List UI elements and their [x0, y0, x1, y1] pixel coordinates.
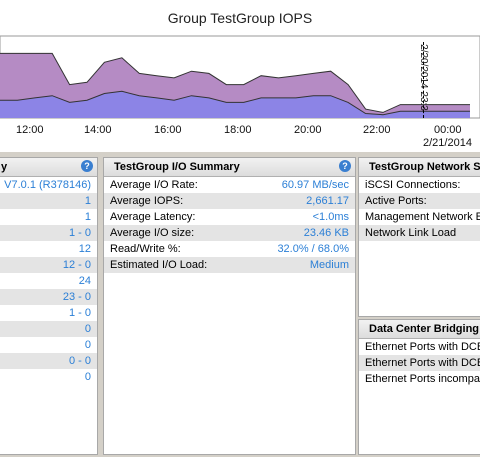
series-line-1 — [0, 90, 470, 116]
chart-plot — [0, 35, 480, 119]
table-row: Average Latency: <1.0ms — [110, 211, 349, 223]
network-summary-title: TestGroup Network Su — [369, 161, 480, 173]
list-item: 0 — [84, 371, 91, 383]
list-item: 12 - 0 — [0, 257, 97, 273]
list-item: 1 - 0 — [68, 307, 91, 319]
table-row: Estimated I/O Load: Medium — [104, 257, 355, 273]
time-marker: 2/20/2014 23:3 — [418, 42, 430, 118]
io-summary-panel: TestGroup I/O Summary ? Average I/O Rate… — [103, 157, 356, 455]
dcb-panel: Data Center Bridging ( Ethernet Ports wi… — [358, 319, 480, 455]
table-row: Average IOPS: 2,661.17 — [104, 193, 355, 209]
series-area-1 — [0, 91, 470, 118]
x-tick-label: 14:00 — [84, 124, 112, 136]
table-row: Ethernet Ports with DCB su — [365, 341, 480, 353]
group-info-panel: y ? V7.0.1 (R378146) 1 1 1 - 0 12 12 - 0… — [0, 157, 98, 455]
time-marker-label: 2/20/2014 23:3 — [417, 44, 429, 111]
table-row: Read/Write %: 32.0% / 68.0% — [110, 243, 349, 255]
table-row: iSCSI Connections: — [365, 179, 461, 191]
list-item: 1 — [0, 193, 97, 209]
x-tick-label: 12:00 — [16, 124, 44, 136]
x-tick-label: 18:00 — [224, 124, 252, 136]
x-tick-label: 16:00 — [154, 124, 182, 136]
network-summary-rows: iSCSI Connections: Active Ports: Managem… — [359, 177, 480, 241]
x-tick-label: 20:00 — [294, 124, 322, 136]
table-row: Ethernet Ports incompatibl — [365, 373, 480, 385]
help-icon[interactable]: ? — [81, 160, 93, 172]
list-item: 24 — [78, 275, 91, 287]
list-item: 23 - 0 — [0, 289, 97, 305]
x-date-label: 2/21/2014 — [423, 137, 472, 149]
table-row: Active Ports: — [359, 193, 480, 209]
table-row: Ethernet Ports with DCB su — [359, 355, 480, 371]
group-info-header: y ? — [0, 158, 97, 177]
series-line-0 — [0, 52, 470, 113]
list-item: 0 — [0, 321, 97, 337]
table-row: Average I/O Rate: 60.97 MB/sec — [110, 179, 349, 191]
summary-panels: y ? V7.0.1 (R378146) 1 1 1 - 0 12 12 - 0… — [0, 152, 480, 457]
io-summary-rows: Average I/O Rate: 60.97 MB/sec Average IO… — [104, 177, 355, 273]
list-item: 0 — [84, 339, 91, 351]
dcb-title: Data Center Bridging ( — [369, 323, 480, 335]
io-summary-header: TestGroup I/O Summary ? — [104, 158, 355, 177]
x-tick-label: 22:00 — [363, 124, 391, 136]
network-summary-panel: TestGroup Network Su iSCSI Connections: … — [358, 157, 480, 317]
list-item: 0 - 0 — [0, 353, 97, 369]
time-marker-line — [423, 42, 424, 118]
dcb-rows: Ethernet Ports with DCB su Ethernet Port… — [359, 339, 480, 387]
table-row: Average I/O size: 23.46 KB — [104, 225, 355, 241]
table-row: Network Link Load — [359, 225, 480, 241]
list-item: V7.0.1 (R378146) — [4, 179, 91, 191]
list-item: 1 - 0 — [0, 225, 97, 241]
io-summary-title: TestGroup I/O Summary — [114, 161, 240, 173]
group-info-rows: V7.0.1 (R378146) 1 1 1 - 0 12 12 - 0 24 … — [0, 177, 97, 385]
help-icon[interactable]: ? — [339, 160, 351, 172]
chart-title: Group TestGroup IOPS — [167, 10, 313, 26]
dcb-header: Data Center Bridging ( — [359, 320, 480, 339]
table-row: Management Network Ena — [365, 211, 480, 223]
list-item: 1 — [84, 211, 91, 223]
iops-chart: Group TestGroup IOPS 2/20/2014 23:3 12:0… — [0, 0, 480, 153]
network-summary-header: TestGroup Network Su — [359, 158, 480, 177]
list-item: 12 — [78, 243, 91, 255]
x-tick-label: 00:00 — [434, 124, 462, 136]
